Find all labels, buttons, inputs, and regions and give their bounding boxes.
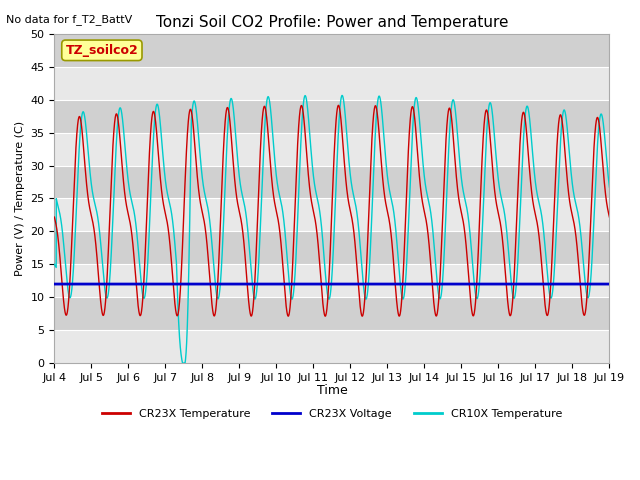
Bar (54, 67, 609, 100)
Bar (54, 330, 609, 363)
Bar (54, 297, 609, 330)
Y-axis label: Power (V) / Temperature (C): Power (V) / Temperature (C) (15, 121, 25, 276)
Bar (54, 231, 609, 264)
Legend: CR23X Temperature, CR23X Voltage, CR10X Temperature: CR23X Temperature, CR23X Voltage, CR10X … (97, 405, 566, 423)
Bar (54, 199, 609, 231)
Text: No data for f_T2_BattV: No data for f_T2_BattV (6, 14, 132, 25)
Title: Tonzi Soil CO2 Profile: Power and Temperature: Tonzi Soil CO2 Profile: Power and Temper… (156, 15, 508, 30)
Bar (54, 166, 609, 199)
Bar (54, 132, 609, 166)
Bar (54, 100, 609, 132)
Bar (54, 34, 609, 67)
Bar (54, 264, 609, 297)
Text: TZ_soilco2: TZ_soilco2 (65, 44, 138, 57)
X-axis label: Time: Time (317, 384, 348, 397)
